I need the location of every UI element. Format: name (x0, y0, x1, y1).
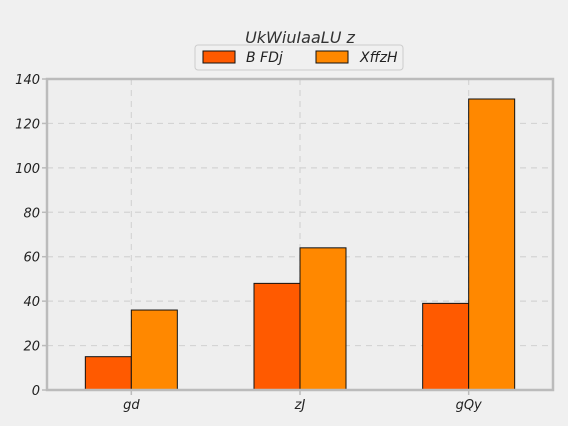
bar-XffzH-gQy (468, 98, 516, 391)
x-tick-label: zJ (294, 398, 306, 413)
legend: B FDj XffzH (194, 44, 404, 71)
x-tick-label: gd (123, 398, 140, 413)
bar-B-FDj-gd (84, 356, 132, 391)
legend-swatch (202, 50, 236, 64)
chart-title: UkWiuIaaLU z (245, 28, 355, 47)
bar-B-FDj-zJ (253, 282, 301, 391)
y-tick-label: 0 (32, 384, 40, 399)
bar-XffzH-zJ (299, 247, 347, 391)
y-tick-label: 80 (23, 206, 40, 221)
legend-label: B FDj (246, 50, 283, 66)
bars (84, 98, 516, 391)
y-tick-label: 40 (23, 295, 40, 310)
legend-swatch (315, 50, 349, 64)
y-tick-label: 60 (23, 251, 40, 266)
y-tick-label: 20 (23, 340, 40, 355)
legend-box (194, 44, 404, 71)
x-axis-ticks: gd zJ gQy (123, 390, 482, 413)
y-tick-label: 100 (15, 162, 40, 177)
x-tick-label: gQy (456, 398, 482, 413)
bar-B-FDj-gQy (422, 302, 470, 391)
legend-label: XffzH (359, 50, 398, 66)
y-axis-ticks: 0 20 40 60 80 100 120 140 (15, 73, 47, 399)
bar-XffzH-gd (130, 309, 178, 391)
y-tick-label: 120 (15, 117, 40, 132)
y-tick-label: 140 (15, 73, 40, 88)
